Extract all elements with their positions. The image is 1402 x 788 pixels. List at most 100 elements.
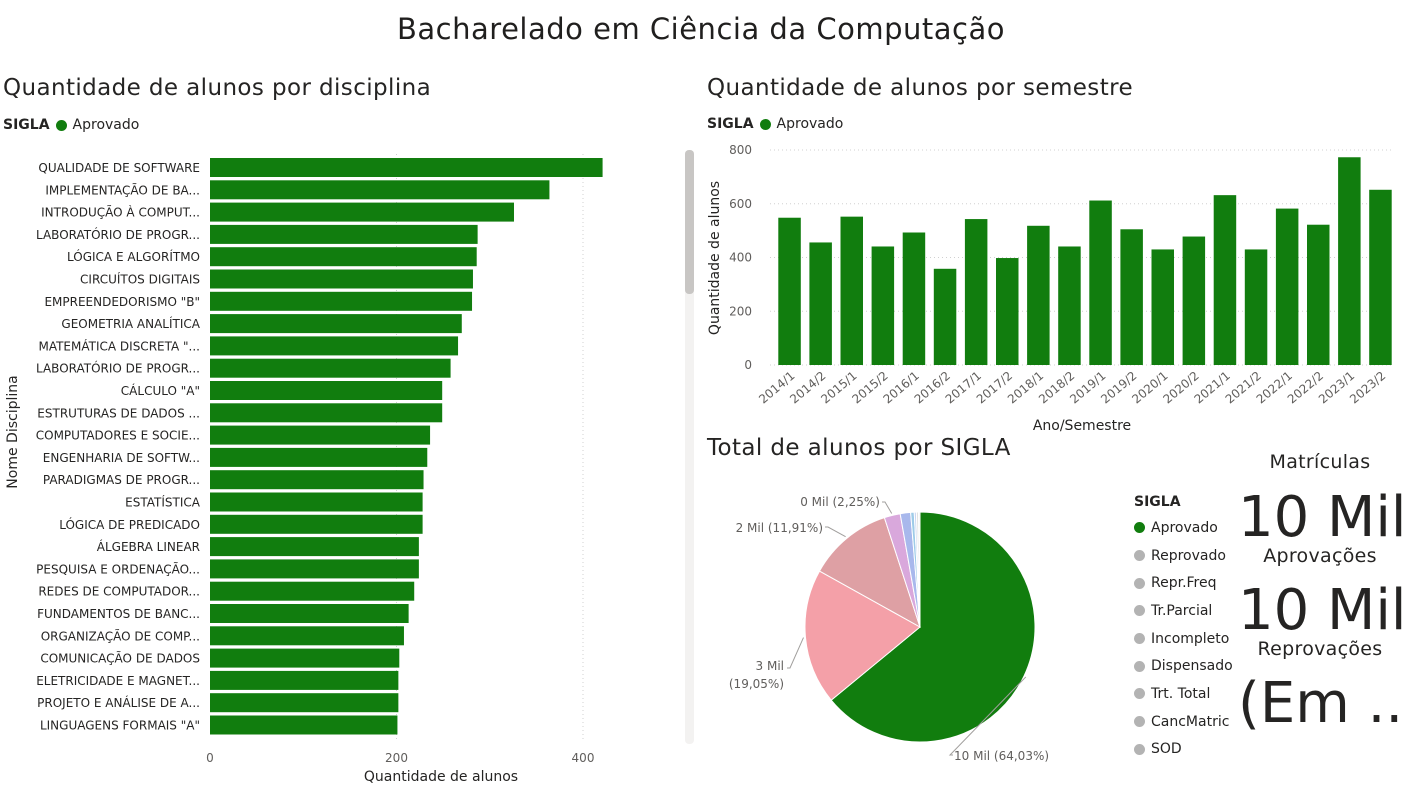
pie-legend-item[interactable]: Aprovado — [1134, 514, 1233, 542]
legend-dot-aprovado — [55, 119, 67, 131]
semester-chart-title: Quantidade de alunos por semestre — [707, 75, 1134, 101]
pie-slice-aprovado[interactable] — [830, 511, 1036, 743]
bar-22[interactable] — [210, 626, 404, 646]
bar-2015-2[interactable] — [871, 246, 895, 365]
scrollbar-thumb[interactable] — [685, 150, 694, 294]
pie-legend-item[interactable]: Repr.Freq — [1134, 569, 1233, 597]
bar-7[interactable] — [210, 291, 473, 311]
bar-23[interactable] — [210, 648, 400, 668]
x-tick-label: 400 — [572, 751, 595, 765]
legend-label: Reprovado — [1151, 547, 1226, 564]
bar-2021-1[interactable] — [1213, 195, 1237, 365]
legend-dot — [1134, 577, 1145, 589]
legend-item-aprovado[interactable]: Aprovado — [72, 117, 140, 133]
bar-16[interactable] — [210, 492, 423, 512]
bar-2[interactable] — [210, 180, 550, 200]
card-reprovacoes-label: Reprovações — [1257, 638, 1383, 660]
discipline-bar-chart[interactable]: QUALIDADE DE SOFTWARE IMPLEMENTAÇÃO DE BA… — [0, 140, 690, 788]
bar-6[interactable] — [210, 269, 473, 289]
bar-2019-2[interactable] — [1120, 229, 1143, 365]
y-axis-title: Quantidade de alunos — [707, 181, 723, 335]
category-label: IMPLEMENTAÇÃO DE BA... — [45, 182, 200, 197]
bar-17[interactable] — [210, 514, 423, 534]
pie-legend[interactable]: SIGLA Aprovado Reprovado Repr.Freq Tr.Parci… — [1134, 494, 1233, 763]
bar-8[interactable] — [210, 314, 462, 334]
category-label: INTRODUÇÃO À COMPUT... — [41, 205, 200, 220]
bar-2020-1[interactable] — [1151, 249, 1175, 365]
bar-24[interactable] — [210, 670, 399, 690]
x-tick-label: 2023/2 — [1347, 369, 1388, 407]
category-label: PROJETO E ANÁLISE DE A... — [37, 695, 200, 710]
bar-4[interactable] — [210, 224, 478, 244]
pie-chart[interactable]: 0 Mil (2,25%) 2 Mil (11,91%) 3 Mil (19,05%)… — [700, 470, 1130, 788]
semester-chart-legend[interactable]: SIGLA Aprovado — [707, 116, 843, 132]
bar-2017-2[interactable] — [996, 258, 1019, 365]
discipline-chart-scrollbar[interactable] — [685, 150, 694, 744]
page-title: Bacharelado em Ciência da Computação — [397, 12, 1005, 46]
pie-legend-item[interactable]: Tr.Parcial — [1134, 597, 1233, 625]
bar-14[interactable] — [210, 447, 428, 467]
discipline-chart-legend[interactable]: SIGLA Aprovado — [3, 117, 139, 133]
bar-13[interactable] — [210, 425, 431, 445]
pie-slice-sod[interactable] — [918, 511, 921, 628]
category-label: PARADIGMAS DE PROGR... — [43, 473, 200, 487]
pie-legend-item[interactable]: Reprovado — [1134, 542, 1233, 570]
card-aprovacoes-label: Aprovações — [1263, 545, 1377, 567]
bar-2015-1[interactable] — [840, 216, 864, 365]
pie-legend-item[interactable]: Trt. Total — [1134, 680, 1233, 708]
pie-legend-title: SIGLA — [1134, 494, 1181, 510]
bar-2014-1[interactable] — [778, 217, 801, 365]
bar-2018-1[interactable] — [1027, 225, 1050, 365]
leader-line — [948, 676, 1027, 756]
legend-label: CancMatric — [1151, 713, 1230, 730]
bar-3[interactable] — [210, 202, 514, 222]
bar-2019-1[interactable] — [1089, 200, 1112, 365]
leader-line — [882, 501, 893, 514]
bar-9[interactable] — [210, 336, 459, 356]
pie-data-label: 2 Mil (11,91%) — [736, 521, 823, 535]
pie-slice-reprfreq[interactable] — [818, 517, 921, 629]
bar-15[interactable] — [210, 470, 424, 490]
pie-legend-item[interactable]: SOD — [1134, 736, 1233, 764]
bar-19[interactable] — [210, 559, 419, 579]
category-label: LÓGICA DE PREDICADO — [59, 517, 200, 532]
bar-5[interactable] — [210, 247, 477, 267]
legend-dot — [1134, 605, 1145, 617]
bar-11[interactable] — [210, 381, 443, 400]
bar-2022-1[interactable] — [1275, 208, 1299, 365]
category-label: CÁLCULO "A" — [121, 383, 200, 398]
bar-21[interactable] — [210, 604, 409, 623]
legend-dot — [1134, 743, 1145, 755]
bar-10[interactable] — [210, 358, 451, 378]
legend-dot — [1134, 660, 1145, 672]
bar-2018-2[interactable] — [1058, 246, 1081, 365]
bar-2014-2[interactable] — [809, 242, 832, 365]
bar-2023-1[interactable] — [1338, 157, 1361, 365]
bar-2016-1[interactable] — [902, 232, 926, 365]
bar-2021-2[interactable] — [1244, 249, 1268, 365]
bar-2022-2[interactable] — [1307, 224, 1330, 365]
bar-1[interactable] — [210, 158, 603, 177]
leader-line — [787, 637, 804, 669]
legend-item-aprovado[interactable]: Aprovado — [776, 116, 844, 132]
category-label: COMUNICAÇÃO DE DADOS — [40, 651, 200, 666]
bar-20[interactable] — [210, 581, 415, 601]
bar-2016-2[interactable] — [933, 268, 957, 365]
bar-25[interactable] — [210, 693, 399, 713]
bar-2020-2[interactable] — [1182, 236, 1206, 365]
bar-18[interactable] — [210, 537, 419, 557]
leader-line — [825, 526, 846, 538]
pie-legend-item[interactable]: Dispensado — [1134, 652, 1233, 680]
pie-data-label-pct: (19,05%) — [729, 677, 784, 691]
category-label: CIRCUÍTOS DIGITAIS — [80, 272, 200, 287]
pie-slice-reprovado[interactable] — [804, 570, 921, 701]
pie-legend-item[interactable]: CancMatric — [1134, 708, 1233, 736]
bar-12[interactable] — [210, 403, 443, 423]
bar-26[interactable] — [210, 715, 398, 735]
pie-legend-item[interactable]: Incompleto — [1134, 625, 1233, 653]
y-tick-label: 600 — [729, 197, 752, 211]
bar-2023-2[interactable] — [1369, 189, 1392, 365]
semester-bar-chart[interactable]: 02004006008002014/12014/22015/12015/2201… — [700, 138, 1402, 440]
card-aprovacoes-value: 10 Mil — [1238, 485, 1402, 550]
bar-2017-1[interactable] — [964, 219, 988, 365]
